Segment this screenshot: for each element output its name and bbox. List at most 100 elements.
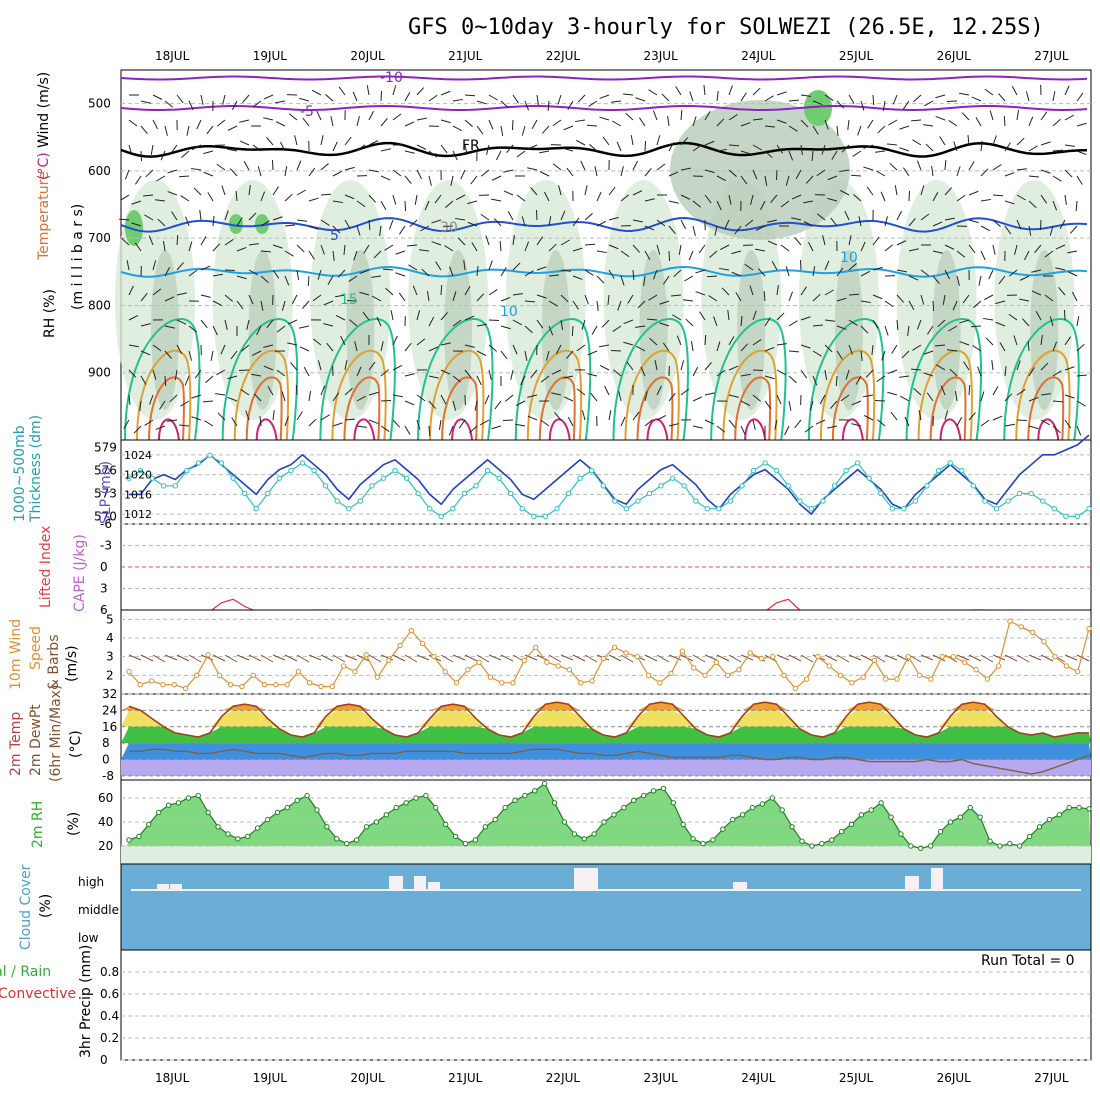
wind-barb [366, 85, 370, 96]
wind-barb [178, 175, 190, 178]
wind-barb [1004, 142, 1011, 152]
wind10m-barbs-label: & Barbs [46, 635, 62, 691]
rh2m-line-point [799, 838, 805, 844]
wind-barb [863, 166, 874, 171]
wind-barb [703, 85, 706, 96]
thickness-line-point [207, 452, 213, 458]
thickness-line-point [299, 460, 306, 466]
wind-barb [1016, 168, 1027, 171]
wind10m-speed-line-point [657, 680, 663, 686]
wind-barb [227, 375, 238, 380]
wind-barb [560, 269, 571, 272]
wind-barb [983, 317, 994, 321]
wind-barb [344, 387, 353, 396]
wind10m-barb [956, 654, 970, 661]
contour-label: 15 [340, 292, 358, 308]
wind-barb [505, 394, 514, 402]
wind-barb [392, 85, 397, 96]
wind-barb [552, 119, 562, 127]
wind-barb [344, 219, 351, 229]
thickness-line-point [1016, 490, 1023, 497]
wind-barb [800, 286, 808, 296]
wind-barb [752, 310, 757, 321]
contour-25-loop [343, 376, 381, 441]
wind-barb [659, 322, 670, 327]
wind-barb [913, 387, 922, 396]
wind-barb [431, 241, 442, 246]
wind-barb [428, 425, 431, 437]
wind10m-speed-line-point [950, 653, 957, 660]
wind-barb [448, 425, 454, 436]
slp-tick-label: 1020 [124, 469, 152, 482]
wind-barb [420, 225, 430, 232]
cloud-high-bar [574, 868, 598, 891]
wind-barb [373, 250, 382, 259]
slp-tick-label: 1016 [124, 488, 152, 501]
wind-barb [704, 140, 715, 146]
wind-barb [581, 319, 586, 330]
contour-25-loop [831, 376, 869, 441]
wind-barb [131, 200, 142, 205]
wind-barb [752, 394, 761, 402]
bottom-date-label: 27JUL [1034, 1071, 1069, 1085]
rh2m-line-point [344, 840, 350, 847]
wind-barb [527, 167, 538, 171]
wind-barb [524, 270, 534, 277]
wind10m-speed-line-point [194, 672, 200, 679]
wind-barb [845, 369, 850, 380]
wind-barb [800, 344, 811, 349]
wind-barb [1040, 111, 1048, 121]
wind-barb [320, 414, 330, 421]
temp2m-tick-label: 0 [102, 753, 110, 767]
wind-barb [572, 275, 583, 280]
contour-30-loop [939, 418, 962, 441]
wind10m-speed-line-point [148, 678, 155, 684]
rh2m-line-point [611, 812, 617, 818]
wind-barb [942, 294, 946, 305]
wind-barb [836, 297, 847, 302]
thickness-line-point [554, 506, 560, 512]
thickness-line-point [519, 506, 525, 512]
wind-barb [952, 300, 958, 311]
wind10m-barb [284, 654, 298, 662]
rh2m-line-point [205, 809, 211, 816]
wind-barb [944, 269, 950, 280]
wind-barb [560, 319, 564, 330]
thickness-line-point [854, 460, 861, 466]
wind-barb [134, 242, 142, 252]
wind-barb [356, 225, 361, 236]
rh2m-line-point [155, 809, 162, 816]
wind-barb [776, 144, 784, 154]
wind-barb [620, 250, 630, 258]
wind-barb [236, 246, 247, 252]
rh2m-unit-y-label: (%) [66, 812, 82, 836]
wind-barb [656, 219, 666, 227]
wind-barb [992, 219, 1001, 227]
wind-barb [728, 365, 739, 371]
wind10m-barb [500, 654, 514, 662]
wind-barb [204, 420, 214, 427]
top-date-label: 21JUL [448, 49, 483, 63]
wind-barb [908, 248, 919, 252]
cloud-high-bar [733, 882, 747, 891]
rh2m-line-point [828, 837, 835, 843]
wind-barb [216, 119, 226, 127]
wind10m-speed-line-point [1029, 629, 1036, 636]
wind-barb [440, 342, 451, 346]
wind-barb [752, 369, 764, 372]
wind-barb [548, 216, 552, 227]
wind-barb [659, 300, 670, 305]
wind-barb [200, 294, 211, 298]
rh-high-spot [229, 214, 243, 234]
wind10m-speed-line-point [679, 648, 686, 654]
wind-barb [656, 385, 662, 396]
wind-barb [474, 400, 478, 411]
contour-5 [120, 216, 1088, 233]
wind-barb [276, 325, 286, 333]
wind-barb [157, 218, 166, 227]
wind-barb [566, 350, 574, 359]
wind-barb [827, 197, 838, 202]
wind-barb [540, 375, 550, 383]
